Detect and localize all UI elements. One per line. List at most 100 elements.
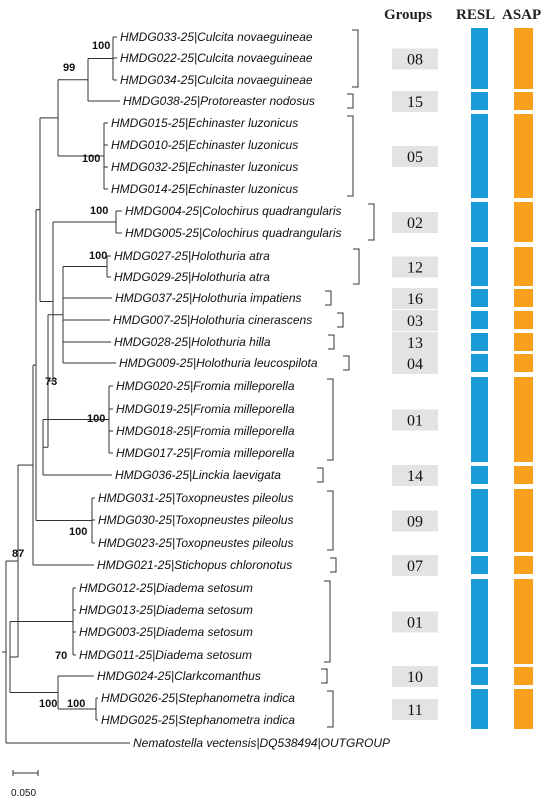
taxon-label: HMDG034-25|Culcita novaeguineae — [120, 73, 313, 87]
taxon-label: HMDG013-25|Diadema setosum — [79, 603, 253, 617]
bootstrap-value: 70 — [55, 650, 67, 662]
resl-header: RESL — [456, 7, 495, 23]
group-box — [392, 666, 438, 687]
group-label: 01 — [407, 413, 423, 430]
asap-bar — [514, 354, 533, 372]
asap-bar — [514, 202, 533, 242]
group-bracket — [347, 115, 354, 197]
taxon-label: HMDG025-25|Stephanometra indica — [101, 713, 295, 727]
taxon-label: HMDG033-25|Culcita novaeguineae — [120, 30, 313, 44]
taxon-label: Nematostella vectensis|DQ538494|OUTGROUP — [133, 736, 390, 750]
group-label: 10 — [407, 669, 423, 686]
group-box — [392, 256, 438, 278]
group-box — [392, 310, 438, 331]
group-bracket — [321, 668, 328, 684]
asap-bar — [514, 377, 533, 462]
bootstrap-value: 100 — [69, 526, 87, 538]
group-label: 12 — [407, 260, 423, 277]
taxon-label: HMDG010-25|Echinaster luzonicus — [111, 138, 298, 152]
bootstrap-value: 99 — [63, 62, 75, 74]
group-bracket — [327, 378, 334, 461]
taxon-label: HMDG018-25|Fromia milleporella — [116, 424, 295, 438]
group-box — [392, 409, 438, 431]
taxon-label: HMDG029-25|Holothuria atra — [114, 270, 270, 284]
taxon-label: HMDG030-25|Toxopneustes pileolus — [98, 513, 293, 527]
group-label: 02 — [407, 215, 423, 232]
group-bracket — [327, 490, 334, 551]
taxon-label: HMDG011-25|Diadema setosum — [79, 648, 252, 662]
taxon-labels: HMDG033-25|Culcita novaeguineae HMDG022-2… — [79, 30, 390, 750]
group-box — [392, 332, 438, 353]
taxon-label: HMDG015-25|Echinaster luzonicus — [111, 116, 298, 130]
resl-bar — [471, 489, 488, 552]
taxon-label: HMDG005-25|Colochirus quadrangularis — [125, 226, 342, 240]
group-bracket — [347, 93, 354, 109]
taxon-label: HMDG031-25|Toxopneustes pileolus — [98, 491, 293, 505]
scale-bar: 0.050 — [11, 770, 39, 799]
asap-bar — [514, 689, 533, 729]
taxon-label: HMDG014-25|Echinaster luzonicus — [111, 182, 298, 196]
taxon-label: HMDG007-25|Holothuria cinerascens — [113, 313, 312, 327]
bootstrap-value: 73 — [45, 376, 57, 388]
taxon-label: HMDG037-25|Holothuria impatiens — [115, 291, 302, 305]
resl-bar — [471, 377, 488, 462]
resl-bar — [471, 556, 488, 574]
resl-bar — [471, 202, 488, 242]
asap-bar — [514, 247, 533, 286]
asap-bar — [514, 667, 533, 685]
group-label: 03 — [407, 313, 423, 330]
group-label: 14 — [407, 468, 423, 485]
group-box — [392, 510, 438, 532]
group-label: 08 — [407, 52, 423, 69]
taxon-label: HMDG027-25|Holothuria atra — [114, 249, 270, 263]
taxon-label: HMDG023-25|Toxopneustes pileolus — [98, 536, 293, 550]
group-label: 01 — [407, 615, 423, 632]
group-bracket — [353, 248, 360, 285]
taxon-label: HMDG019-25|Fromia milleporella — [116, 402, 295, 416]
resl-bar — [471, 689, 488, 729]
resl-bar — [471, 333, 488, 351]
group-label: 13 — [407, 335, 423, 352]
group-box — [392, 465, 438, 486]
asap-bar — [514, 289, 533, 307]
taxon-label: HMDG038-25|Protoreaster nodosus — [123, 94, 315, 108]
bootstrap-value: 100 — [87, 413, 105, 425]
asap-bar — [514, 489, 533, 552]
resl-bar — [471, 28, 488, 89]
resl-bar — [471, 92, 488, 110]
group-label: 16 — [407, 291, 423, 308]
group-label: 11 — [407, 702, 422, 719]
tree-branches — [2, 36, 130, 744]
group-label: 05 — [407, 149, 423, 166]
asap-bar — [514, 311, 533, 329]
group-box — [392, 699, 438, 720]
group-column: 08 15 05 02 12 16 03 13 04 01 14 09 07 01 10 11 — [317, 29, 438, 728]
scale-bar-label: 0.050 — [11, 788, 36, 799]
taxon-label: HMDG036-25|Linckia laevigata — [115, 468, 281, 482]
asap-header: ASAP — [502, 7, 541, 23]
bootstrap-value: 100 — [90, 205, 108, 217]
taxon-label: HMDG032-25|Echinaster luzonicus — [111, 160, 298, 174]
asap-bar — [514, 556, 533, 574]
group-bracket — [330, 557, 337, 573]
group-box — [392, 146, 438, 167]
bootstrap-value: 100 — [82, 153, 100, 165]
taxon-label: HMDG026-25|Stephanometra indica — [101, 691, 295, 705]
group-label: 09 — [407, 514, 423, 531]
group-label: 04 — [407, 356, 423, 373]
resl-bar — [471, 311, 488, 329]
group-box — [392, 611, 438, 633]
taxon-label: HMDG012-25|Diadema setosum — [79, 581, 253, 595]
group-box — [392, 555, 438, 576]
asap-bar — [514, 579, 533, 664]
bootstrap-labels: 100 99 100 100 100 73 100 100 87 70 100 100 — [12, 40, 110, 710]
species-delimitation-bars — [471, 28, 533, 729]
resl-bar — [471, 114, 488, 198]
group-bracket — [337, 312, 344, 328]
bootstrap-value: 100 — [67, 698, 85, 710]
group-bracket — [324, 580, 331, 663]
bootstrap-value: 100 — [92, 40, 110, 52]
bootstrap-value: 100 — [39, 698, 57, 710]
taxon-label: HMDG021-25|Stichopus chloronotus — [97, 558, 292, 572]
